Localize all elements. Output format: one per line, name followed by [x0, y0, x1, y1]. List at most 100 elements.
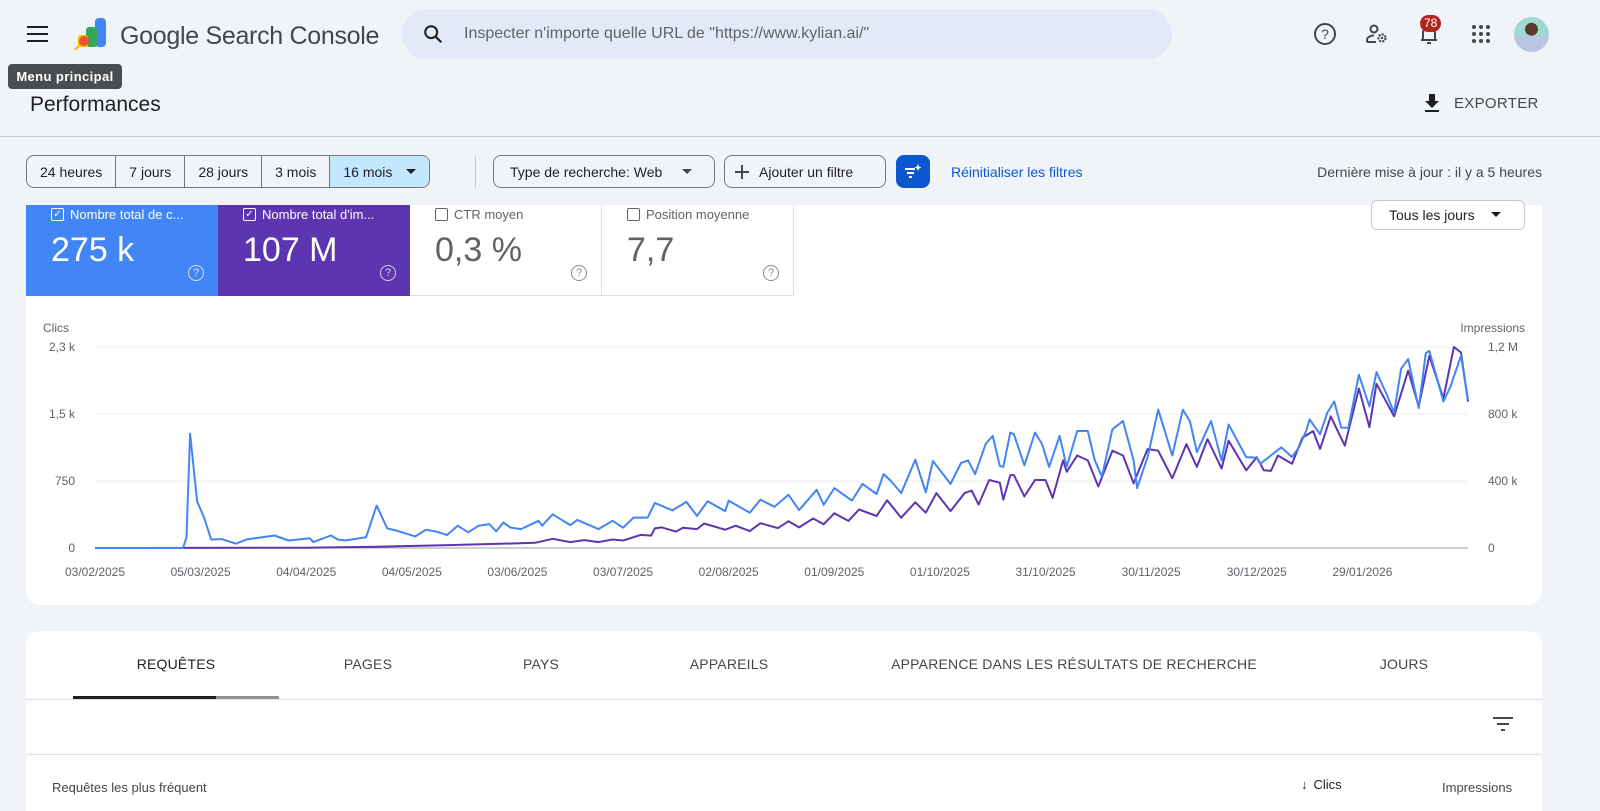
add-filter-button[interactable]: Ajouter un filtre [724, 155, 886, 188]
column-header-clicks-label: Clics [1313, 777, 1342, 792]
x-tick-label: 30/12/2025 [1227, 565, 1287, 579]
tab-queries[interactable]: REQUÊTES [136, 656, 216, 672]
help-icon[interactable]: ? [188, 265, 204, 281]
x-tick-label: 31/10/2025 [1016, 565, 1076, 579]
url-inspection-input[interactable] [464, 9, 1154, 59]
checkbox-unchecked-icon[interactable] [627, 208, 640, 221]
help-icon[interactable]: ? [380, 265, 396, 281]
header-divider [0, 136, 1600, 137]
plus-icon [735, 164, 749, 179]
caret-down-icon [406, 168, 417, 174]
svg-text:?: ? [1321, 26, 1329, 42]
series-line-impressions [94, 346, 1469, 549]
dimension-table-card: REQUÊTES PAGES PAYS APPAREILS APPARENCE … [26, 631, 1542, 811]
tab-devices[interactable]: APPAREILS [689, 656, 769, 672]
metric-label: Nombre total de c... [70, 207, 184, 222]
last-update: Dernière mise à jour : il y a 5 heures [1317, 164, 1542, 180]
column-header-query[interactable]: Requêtes les plus fréquent [52, 780, 207, 795]
help-button[interactable]: ? [1305, 14, 1345, 54]
apps-icon [1472, 25, 1490, 43]
smart-filter-button[interactable] [896, 155, 930, 188]
x-tick-label: 03/06/2025 [487, 565, 547, 579]
tabs-divider [26, 699, 1542, 700]
range-16m[interactable]: 16 mois [330, 156, 430, 187]
range-24h[interactable]: 24 heures [27, 156, 117, 187]
table-divider [26, 754, 1542, 755]
x-tick-label: 01/10/2025 [910, 565, 970, 579]
page-title: Performances [30, 93, 161, 116]
admin-settings-button[interactable] [1357, 14, 1397, 54]
x-tick-label: 05/03/2025 [171, 565, 231, 579]
checkbox-unchecked-icon[interactable] [435, 208, 448, 221]
x-tick-label: 04/04/2025 [276, 565, 336, 579]
y-left-tick-label: 750 [55, 474, 75, 488]
metric-value: 0,3 % [435, 231, 522, 269]
performance-card: ✓ Nombre total de c... 275 k ? ✓ Nombre to… [26, 200, 1542, 605]
tab-pages[interactable]: PAGES [343, 656, 393, 672]
series-line-clics [95, 349, 1469, 549]
metric-tile-position[interactable]: Position moyenne 7,7 ? [602, 205, 794, 296]
filter-rows-icon[interactable] [1493, 717, 1513, 731]
y-right-tick-label: 1,2 M [1488, 340, 1518, 354]
tab-days[interactable]: JOURS [1379, 656, 1429, 672]
metric-label: Nombre total d'im... [262, 207, 375, 222]
tooltip: Menu principal [8, 64, 122, 89]
y-right-tick-label: 400 k [1488, 474, 1518, 488]
filter-separator [475, 156, 476, 188]
search-type-label: Type de recherche: Web [510, 163, 663, 180]
metric-tile-impressions[interactable]: ✓ Nombre total d'im... 107 M ? [218, 205, 410, 296]
active-tab-indicator [73, 696, 216, 699]
caret-down-icon [682, 168, 693, 174]
y-left-label: Clics [43, 321, 69, 335]
admin-settings-icon [1366, 24, 1387, 43]
help-icon[interactable]: ? [763, 265, 779, 281]
x-tick-label: 03/02/2025 [65, 565, 125, 579]
search-type-filter[interactable]: Type de recherche: Web [493, 155, 715, 188]
export-button[interactable]: EXPORTER [1422, 90, 1539, 116]
y-right-tick-label: 0 [1488, 541, 1495, 555]
metric-value: 107 M [243, 231, 338, 269]
search-icon [424, 25, 443, 44]
metric-label: CTR moyen [454, 207, 524, 222]
metric-tile-ctr[interactable]: CTR moyen 0,3 % ? [410, 205, 602, 296]
x-tick-label: 02/08/2025 [699, 565, 759, 579]
metric-tile-clicks[interactable]: ✓ Nombre total de c... 275 k ? [26, 205, 218, 296]
granularity-dropdown[interactable]: Tous les jours [1371, 200, 1525, 230]
checkbox-checked-icon[interactable]: ✓ [51, 208, 64, 221]
reset-filters-link[interactable]: Réinitialiser les filtres [951, 164, 1083, 180]
x-tick-label: 30/11/2025 [1122, 565, 1181, 579]
y-left-tick-label: 1,5 k [49, 407, 76, 421]
x-tick-label: 01/09/2025 [804, 565, 864, 579]
sort-down-arrow-icon: ↓ [1301, 777, 1308, 792]
metric-label: Position moyenne [646, 207, 750, 222]
tab-countries[interactable]: PAYS [522, 656, 560, 672]
x-tick-label: 29/01/2026 [1332, 565, 1392, 579]
google-apps-button[interactable] [1461, 14, 1501, 54]
range-28d[interactable]: 28 jours [185, 156, 263, 187]
checkbox-checked-icon[interactable]: ✓ [243, 208, 256, 221]
main-menu-button[interactable] [18, 14, 58, 54]
y-right-tick-label: 800 k [1488, 407, 1518, 421]
column-header-impressions[interactable]: Impressions [1442, 780, 1513, 795]
granularity-label: Tous les jours [1389, 207, 1475, 223]
add-filter-label: Ajouter un filtre [759, 163, 854, 180]
range-16m-label: 16 mois [343, 163, 393, 180]
column-header-clicks[interactable]: ↓ Clics [1301, 777, 1342, 792]
notification-badge: 78 [1420, 15, 1442, 32]
tab-search-appearance[interactable]: APPARENCE DANS LES RÉSULTATS DE RECHERCH… [891, 656, 1257, 672]
url-inspection-search[interactable] [402, 9, 1172, 59]
export-label: EXPORTER [1454, 94, 1539, 112]
search-console-logo[interactable] [72, 18, 110, 55]
x-tick-label: 04/05/2025 [382, 565, 442, 579]
y-left-tick-label: 0 [68, 541, 75, 555]
help-icon[interactable]: ? [571, 265, 587, 281]
range-7d[interactable]: 7 jours [116, 156, 186, 187]
metric-value: 275 k [51, 231, 135, 269]
metric-value: 7,7 [627, 231, 675, 269]
caret-down-icon [1490, 212, 1501, 217]
range-3m[interactable]: 3 mois [262, 156, 331, 187]
account-avatar[interactable] [1514, 17, 1549, 52]
performance-chart: Clics Impressions 0 0 750 400 k 1,5 k 800 k 2,… [43, 321, 1525, 579]
filter-sparkle-icon [905, 163, 922, 178]
date-range-selector[interactable]: 24 heures 7 jours 28 jours 3 mois 16 moi… [26, 155, 431, 188]
